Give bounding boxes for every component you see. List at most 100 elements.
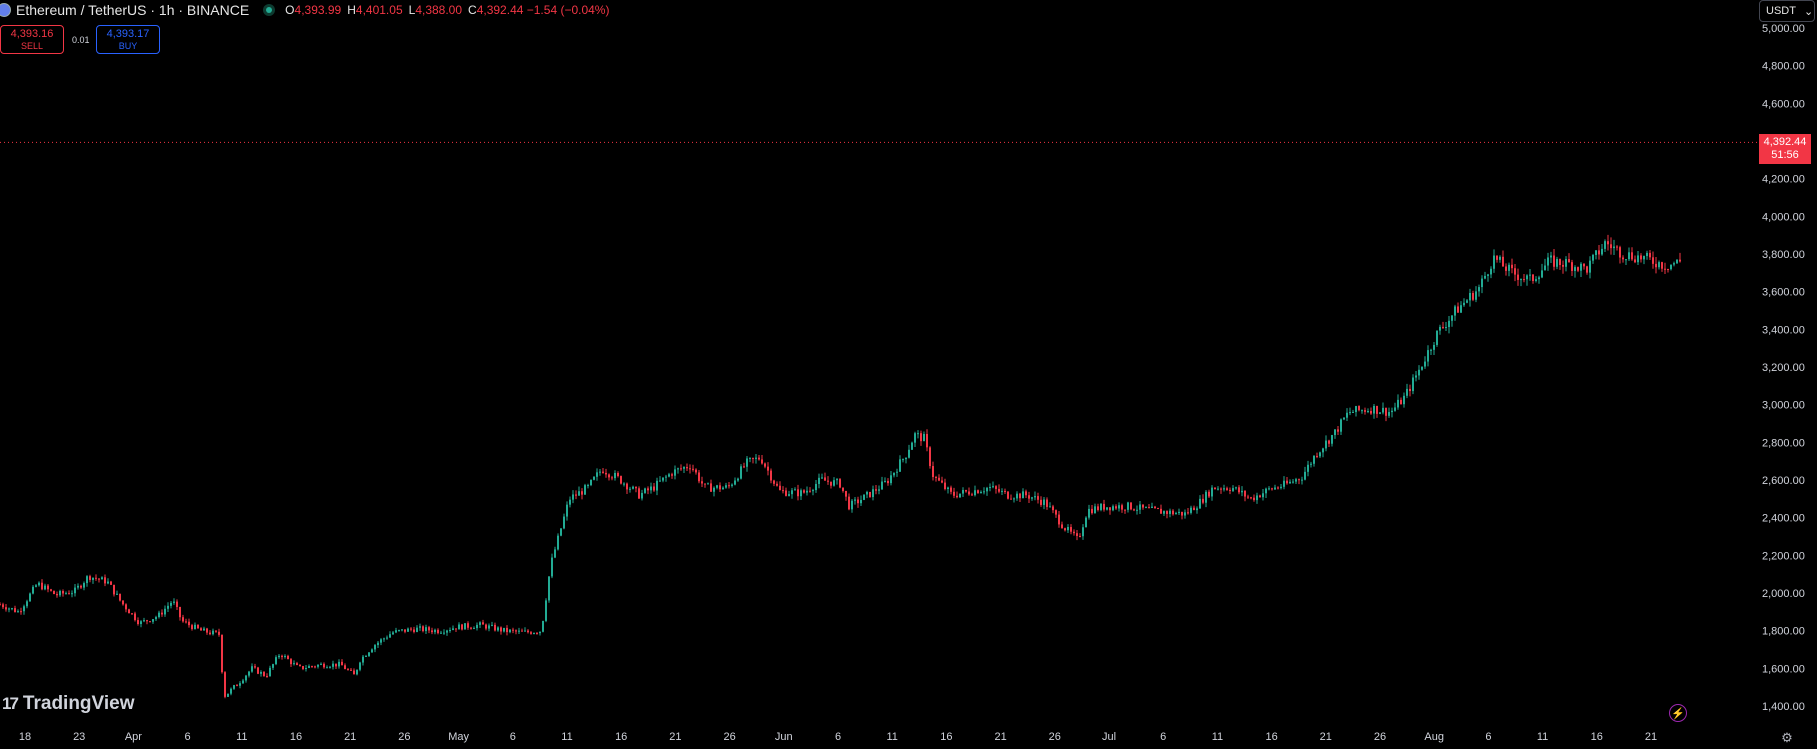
high-label: H: [347, 3, 356, 17]
candle-body: [506, 627, 508, 633]
candle-body: [1424, 361, 1426, 367]
candle-body: [980, 491, 982, 494]
candle-body: [416, 627, 418, 632]
candle-body: [527, 630, 529, 633]
candle-body: [74, 587, 76, 594]
candle-body: [794, 489, 796, 491]
candle-body: [764, 463, 766, 467]
candle-body: [1166, 511, 1168, 514]
candle-body: [620, 476, 622, 484]
candle-body: [278, 655, 280, 658]
candle-body: [668, 474, 670, 477]
candle-body: [698, 472, 700, 482]
candle-body: [308, 666, 310, 668]
candle-body: [998, 488, 1000, 492]
candle-body: [1313, 455, 1315, 464]
lightning-icon[interactable]: ⚡: [1669, 704, 1687, 722]
candle-body: [1670, 264, 1672, 270]
candle-body: [1121, 505, 1123, 510]
time-axis-label: 21: [669, 731, 681, 743]
time-axis-label: 26: [398, 731, 410, 743]
candle-body: [662, 477, 664, 481]
candle-body: [464, 623, 466, 630]
candle-body: [1019, 493, 1021, 499]
candle-body: [407, 628, 409, 632]
candle-body: [596, 472, 598, 477]
candle-body: [785, 490, 787, 496]
candle-body: [1265, 488, 1267, 494]
tradingview-logo[interactable]: 17 TradingView: [2, 693, 135, 715]
candle-body: [1649, 252, 1651, 258]
market-status-icon[interactable]: [263, 4, 276, 16]
buy-button[interactable]: 4,393.17 BUY: [96, 25, 160, 54]
candle-body: [320, 663, 322, 665]
candle-body: [314, 666, 316, 668]
candle-body: [1304, 471, 1306, 480]
candle-body: [1634, 259, 1636, 263]
candle-body: [1160, 508, 1162, 514]
candle-body: [788, 494, 790, 496]
candle-body: [881, 481, 883, 490]
time-axis-label: 21: [994, 731, 1006, 743]
candle-body: [1292, 481, 1294, 483]
candle-body: [956, 495, 958, 498]
candle-body: [1475, 291, 1477, 300]
high-value: 4,401.05: [355, 3, 403, 17]
sell-button[interactable]: 4,393.16 SELL: [0, 25, 64, 54]
candle-body: [1505, 266, 1507, 271]
candle-body: [1481, 278, 1483, 288]
candle-body: [1052, 506, 1054, 511]
candle-body: [191, 625, 193, 630]
candle-body: [1118, 505, 1120, 509]
candle-body: [311, 666, 313, 668]
candle-body: [1046, 499, 1048, 507]
candle-body: [1385, 407, 1387, 416]
candle-body: [149, 621, 151, 623]
candle-body: [1130, 502, 1132, 510]
candle-body: [821, 477, 823, 479]
candle-body: [410, 628, 412, 630]
candle-body: [1247, 496, 1249, 498]
symbol-title[interactable]: Ethereum / TetherUS · 1h · BINANCE: [16, 2, 250, 18]
candle-body: [1562, 264, 1564, 267]
candle-body: [236, 685, 238, 687]
price-axis-label: 4,600.00: [1762, 98, 1805, 110]
candle-body: [1607, 241, 1609, 245]
candle-body: [776, 483, 778, 486]
candle-body: [1214, 487, 1216, 490]
candle-body: [284, 655, 286, 658]
candle-body: [1640, 255, 1642, 260]
candle-body: [638, 488, 640, 499]
candle-body: [1301, 479, 1303, 481]
buy-price: 4,393.17: [106, 28, 150, 40]
candle-body: [1373, 405, 1375, 414]
candle-body: [986, 487, 988, 492]
candle-body: [383, 638, 385, 640]
candle-body: [272, 664, 274, 668]
candle-body: [398, 630, 400, 632]
candle-body: [485, 624, 487, 629]
candle-body: [1388, 412, 1390, 416]
candle-body: [1370, 411, 1372, 414]
candle-body: [848, 496, 850, 510]
candle-body: [1199, 498, 1201, 509]
candle-body: [509, 629, 511, 633]
candle-body: [125, 604, 127, 610]
candle-body: [488, 625, 490, 629]
candle-body: [617, 473, 619, 477]
candle-body: [818, 477, 820, 484]
candle-body: [8, 608, 10, 610]
candle-body: [239, 683, 241, 686]
candle-body: [1226, 488, 1228, 490]
currency-select[interactable]: USDT ⌄: [1759, 0, 1815, 22]
candle-body: [1178, 511, 1180, 514]
candle-body: [257, 667, 259, 674]
candle-body: [29, 593, 31, 602]
candle-body: [1067, 527, 1069, 531]
candle-body: [1613, 246, 1615, 249]
gear-icon[interactable]: ⚙: [1781, 730, 1793, 745]
candle-body: [1511, 264, 1513, 269]
candle-body: [1610, 244, 1612, 249]
candle-body: [1286, 480, 1288, 484]
